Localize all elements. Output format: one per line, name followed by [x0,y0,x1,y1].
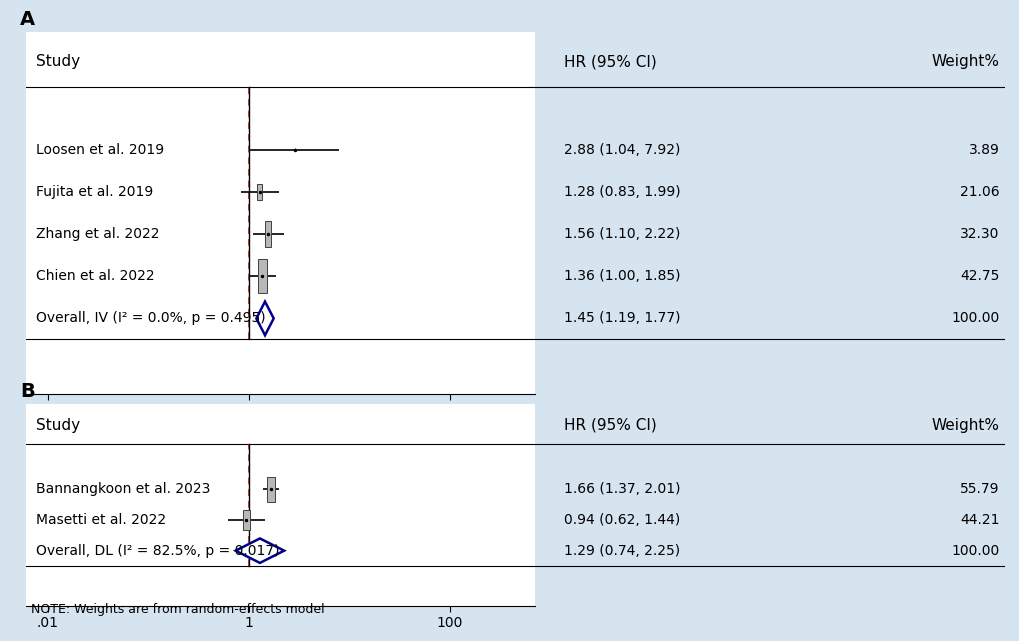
Text: B: B [20,381,35,401]
Text: Weight%: Weight% [930,418,999,433]
Text: HR (95% CI): HR (95% CI) [564,418,656,433]
Text: 21.06: 21.06 [959,185,999,199]
Text: 42.75: 42.75 [959,269,999,283]
Text: 100.00: 100.00 [951,544,999,558]
Text: NOTE: Weights are from random-effects model: NOTE: Weights are from random-effects mo… [31,603,324,616]
Text: 100.00: 100.00 [951,312,999,326]
Text: 1.56 (1.10, 2.22): 1.56 (1.10, 2.22) [564,227,680,241]
Polygon shape [256,301,273,335]
Text: A: A [20,10,36,29]
Text: Study: Study [36,418,79,433]
FancyBboxPatch shape [266,478,275,502]
Text: HR (95% CI): HR (95% CI) [564,54,656,69]
Text: 3.89: 3.89 [968,143,999,157]
Text: 1.29 (0.74, 2.25): 1.29 (0.74, 2.25) [564,544,680,558]
Text: Masetti et al. 2022: Masetti et al. 2022 [36,513,166,527]
Text: Weight%: Weight% [930,54,999,69]
Text: Loosen et al. 2019: Loosen et al. 2019 [36,143,164,157]
Text: Study: Study [36,54,79,69]
Text: 1.36 (1.00, 1.85): 1.36 (1.00, 1.85) [564,269,680,283]
Text: Chien et al. 2022: Chien et al. 2022 [36,269,154,283]
Text: 0.94 (0.62, 1.44): 0.94 (0.62, 1.44) [564,513,680,527]
Text: 1.45 (1.19, 1.77): 1.45 (1.19, 1.77) [564,312,680,326]
Text: 55.79: 55.79 [959,483,999,497]
Text: 1.28 (0.83, 1.99): 1.28 (0.83, 1.99) [564,185,680,199]
FancyBboxPatch shape [265,221,271,247]
Text: Bannangkoon et al. 2023: Bannangkoon et al. 2023 [36,483,210,497]
FancyBboxPatch shape [258,260,266,293]
Text: Overall, DL (I² = 82.5%, p = 0.017): Overall, DL (I² = 82.5%, p = 0.017) [36,544,279,558]
Text: 44.21: 44.21 [959,513,999,527]
Text: Zhang et al. 2022: Zhang et al. 2022 [36,227,159,241]
Text: 2.88 (1.04, 7.92): 2.88 (1.04, 7.92) [564,143,680,157]
Text: Fujita et al. 2019: Fujita et al. 2019 [36,185,153,199]
FancyBboxPatch shape [257,184,262,201]
Text: 32.30: 32.30 [959,227,999,241]
Polygon shape [235,538,284,563]
FancyBboxPatch shape [243,510,250,529]
Text: Overall, IV (I² = 0.0%, p = 0.495): Overall, IV (I² = 0.0%, p = 0.495) [36,312,265,326]
Text: 1.66 (1.37, 2.01): 1.66 (1.37, 2.01) [564,483,680,497]
